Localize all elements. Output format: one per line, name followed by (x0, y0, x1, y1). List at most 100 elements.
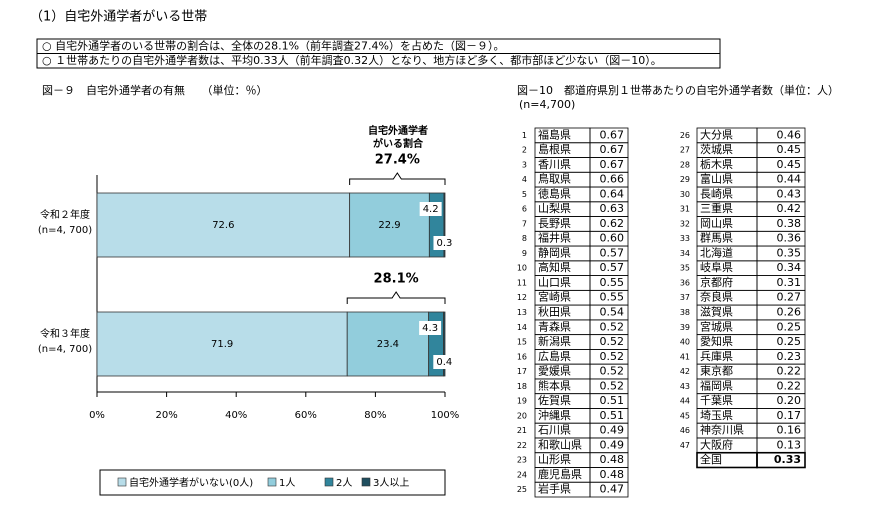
value: 0.17 (777, 409, 802, 422)
category-label: 令和３年度 (40, 327, 90, 340)
prefecture: 岡山県 (700, 217, 733, 230)
legend-swatch (324, 477, 334, 487)
prefecture: 和歌山県 (538, 437, 582, 451)
prefecture: 長崎県 (700, 186, 733, 200)
value: 0.52 (600, 365, 625, 378)
prefecture: 富山県 (700, 172, 733, 186)
rank: 26 (680, 131, 690, 140)
value: 0.16 (777, 424, 802, 437)
x-tick-label: 100% (431, 410, 460, 421)
value: 0.13 (777, 438, 802, 451)
value: 0.27 (777, 291, 802, 304)
value: 0.67 (600, 128, 625, 141)
legend-label: 1人 (279, 477, 295, 489)
rank: 36 (680, 278, 690, 287)
value-label: 22.9 (378, 220, 400, 231)
value: 0.31 (777, 276, 802, 289)
prefecture: 秋田県 (538, 305, 571, 319)
rank: 42 (680, 367, 690, 376)
prefecture: 宮城県 (700, 319, 733, 333)
value: 0.66 (600, 173, 625, 186)
value-label-bg (433, 236, 456, 250)
table-cell (589, 481, 629, 498)
prefecture: 佐賀県 (538, 393, 571, 407)
value: 0.67 (600, 143, 625, 156)
prefecture: 宮崎県 (538, 290, 571, 304)
bar-segment (443, 192, 446, 258)
rank: 3 (522, 160, 527, 169)
value: 0.52 (600, 350, 625, 363)
value: 0.51 (600, 394, 625, 407)
rank: 17 (517, 367, 527, 376)
bracket (349, 172, 446, 185)
prefecture: 北海道 (700, 245, 733, 259)
value: 0.25 (777, 320, 802, 333)
bracket-value: 27.4% (375, 153, 420, 168)
prefecture: 東京都 (700, 364, 733, 378)
table-cell (756, 451, 806, 469)
x-tick-label: 20% (155, 410, 177, 421)
value: 0.52 (600, 335, 625, 348)
rank: 37 (680, 293, 690, 302)
rank: 27 (680, 146, 690, 155)
prefecture: 奈良県 (700, 290, 733, 304)
prefecture: 神奈川県 (700, 423, 744, 437)
value: 0.48 (600, 468, 625, 481)
rank: 28 (680, 160, 690, 169)
bracket-value: 28.1% (374, 272, 419, 287)
category-note: (n=4, 700) (38, 225, 92, 236)
section-title: （1）自宅外通学者がいる世帯 (30, 9, 207, 25)
category-note: (n=4, 700) (38, 344, 92, 355)
prefecture: 福島県 (538, 127, 571, 141)
value: 0.64 (600, 187, 625, 200)
prefecture: 山口県 (538, 276, 571, 289)
legend-swatch (361, 477, 371, 487)
rank: 13 (517, 308, 527, 317)
rank: 25 (517, 485, 527, 494)
value: 0.36 (777, 232, 802, 245)
rank: 18 (517, 382, 527, 391)
rank: 35 (680, 264, 690, 273)
rank: 20 (517, 411, 527, 420)
prefecture: 千葉県 (700, 393, 733, 407)
chart-title: 図－９ 自宅外通学者の有無 （単位：％） (42, 83, 268, 97)
value: 0.45 (777, 143, 802, 156)
prefecture: 愛媛県 (538, 364, 571, 378)
value: 0.51 (600, 409, 625, 422)
value: 0.63 (600, 202, 625, 215)
rank: 38 (680, 308, 690, 317)
bar-segment (346, 311, 430, 377)
rank: 33 (680, 234, 690, 243)
prefecture: 福岡県 (700, 378, 733, 392)
value-label: 0.3 (437, 238, 453, 249)
rank: 12 (517, 293, 527, 302)
value: 0.55 (600, 276, 625, 289)
prefecture: 鳥取県 (538, 172, 571, 186)
rank: 43 (680, 382, 690, 391)
value: 0.25 (777, 335, 802, 348)
value: 0.52 (600, 379, 625, 392)
prefecture: 滋賀県 (700, 306, 733, 319)
rank: 14 (517, 323, 527, 332)
prefecture: 長野県 (538, 217, 571, 230)
value: 0.20 (777, 394, 802, 407)
prefecture: 熊本県 (538, 378, 571, 392)
value: 0.34 (777, 261, 802, 274)
prefecture: 徳島県 (538, 186, 571, 200)
x-tick-label: 80% (364, 410, 386, 421)
value: 0.22 (777, 379, 802, 392)
value: 0.44 (777, 173, 802, 186)
rank: 15 (517, 338, 527, 347)
value-label: 23.4 (377, 339, 399, 350)
value: 0.57 (600, 246, 625, 259)
note: ○ 自宅外通学者のいる世帯の割合は、全体の28.1%（前年調査27.4%）を占め… (42, 39, 504, 53)
rank: 47 (680, 441, 690, 450)
prefecture: 大阪府 (700, 437, 733, 451)
rank: 5 (522, 190, 527, 199)
value: 0.42 (777, 202, 802, 215)
value: 0.55 (600, 291, 625, 304)
value: 0.23 (777, 350, 802, 363)
rank: 29 (680, 175, 690, 184)
value: 0.38 (777, 217, 802, 230)
